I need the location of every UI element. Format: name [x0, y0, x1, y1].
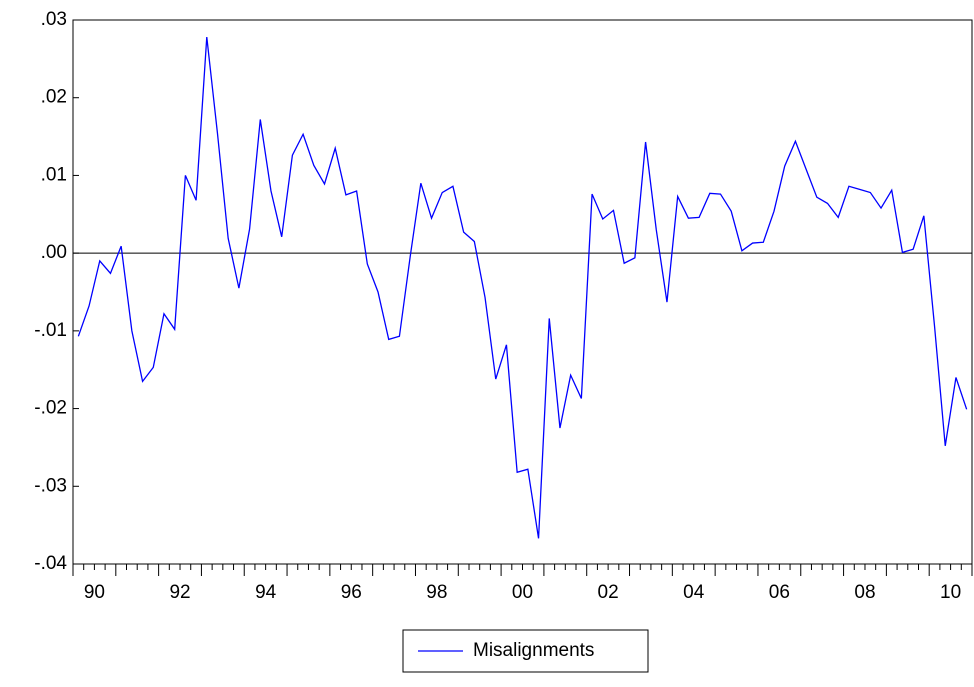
x-tick-label: 08 — [854, 582, 875, 603]
x-tick-label: 98 — [426, 582, 447, 603]
x-tick-label: 04 — [683, 582, 705, 603]
x-tick-label: 00 — [512, 582, 533, 603]
y-tick-label: .03 — [41, 9, 67, 30]
y-tick-label: -.03 — [34, 475, 67, 496]
y-tick-label: -.04 — [34, 553, 67, 574]
x-tick-label: 94 — [255, 582, 277, 603]
x-tick-label: 96 — [341, 582, 362, 603]
x-tick-label: 10 — [940, 582, 961, 603]
x-tick-label: 90 — [84, 582, 105, 603]
y-tick-label: -.01 — [34, 320, 67, 341]
y-tick-label: .00 — [41, 242, 67, 263]
y-tick-label: .02 — [41, 87, 67, 108]
data-line — [77, 37, 968, 539]
plot-frame — [72, 19, 973, 565]
y-tick-label: -.02 — [34, 398, 67, 419]
x-tick-label: 06 — [769, 582, 790, 603]
x-tick-label: 02 — [598, 582, 619, 603]
x-tick-label: 92 — [169, 582, 190, 603]
y-tick-label: .01 — [41, 164, 67, 185]
legend-label: Misalignments — [473, 640, 594, 661]
